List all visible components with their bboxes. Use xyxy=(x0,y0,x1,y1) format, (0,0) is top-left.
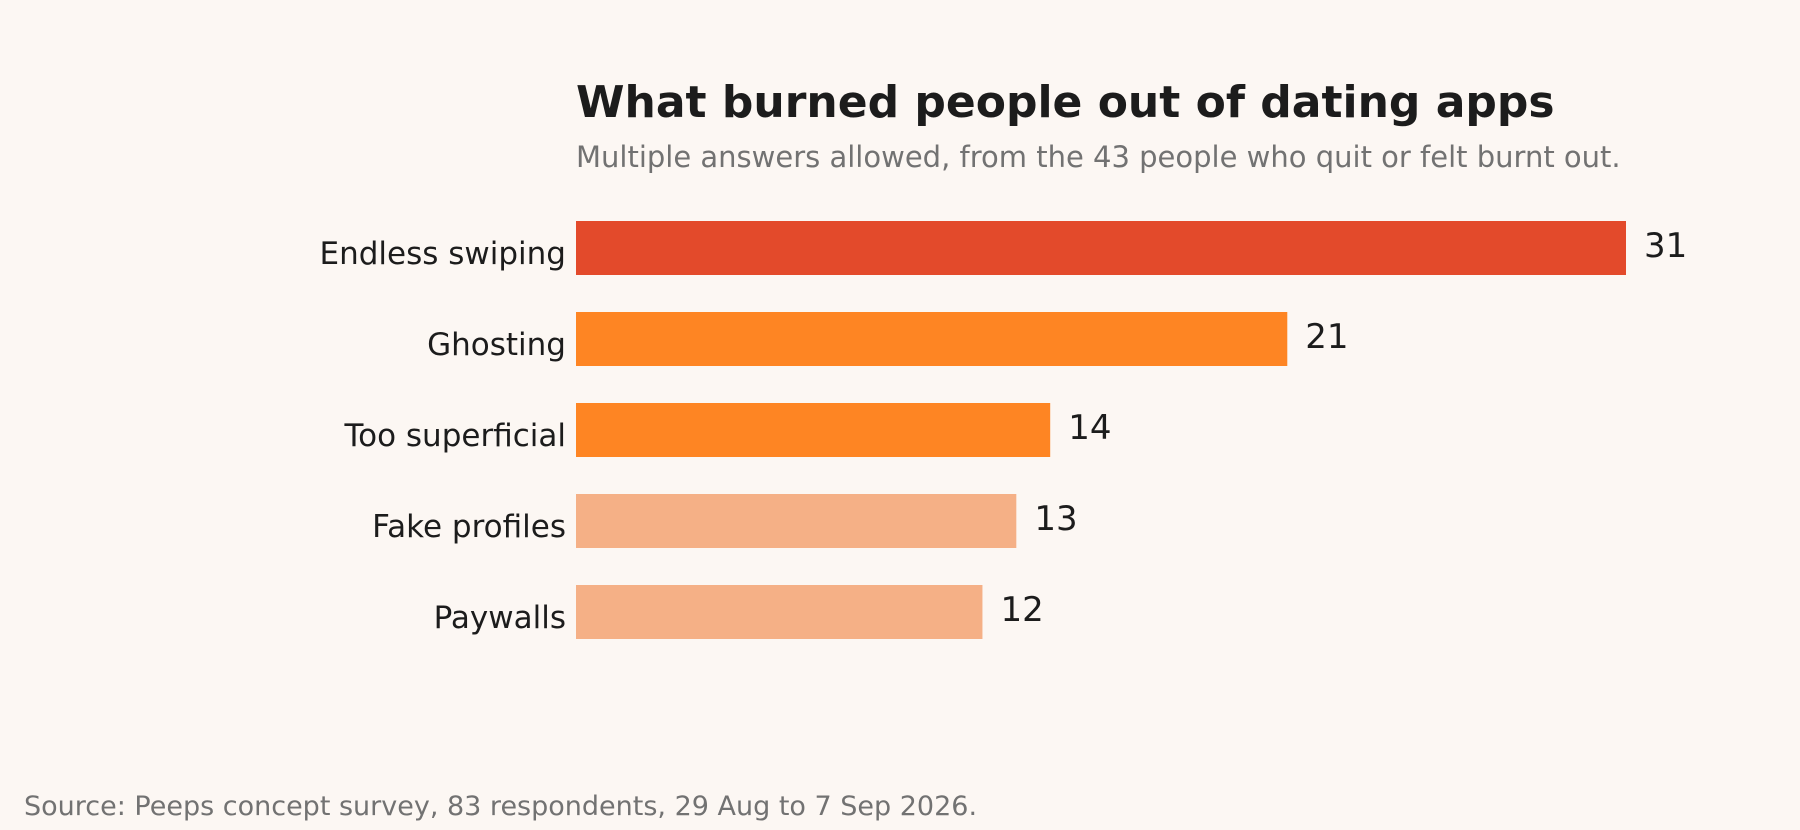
value-label: 31 xyxy=(1644,226,1687,266)
chart-subtitle: Multiple answers allowed, from the 43 pe… xyxy=(576,140,1621,174)
chart-title: What burned people out of dating apps xyxy=(576,77,1555,128)
value-label: 12 xyxy=(1000,590,1043,630)
category-label: Endless swiping xyxy=(320,236,567,272)
value-label: 21 xyxy=(1305,317,1348,357)
bars-group: Endless swiping 31 Ghosting 21 Too superfici… xyxy=(320,221,1687,639)
bar-too-superficial xyxy=(576,403,1051,457)
category-label: Too superficial xyxy=(343,418,566,454)
bar-ghosting xyxy=(576,312,1288,366)
category-label: Paywalls xyxy=(434,600,566,636)
value-label: 14 xyxy=(1068,408,1111,448)
category-label: Fake profiles xyxy=(372,509,566,545)
source-note: Source: Peeps concept survey, 83 respond… xyxy=(24,791,977,822)
category-label: Ghosting xyxy=(427,327,566,363)
value-label: 13 xyxy=(1034,499,1077,539)
bar-fake-profiles xyxy=(576,494,1017,548)
bar-paywalls xyxy=(576,585,983,639)
bar-endless-swiping xyxy=(576,221,1626,275)
